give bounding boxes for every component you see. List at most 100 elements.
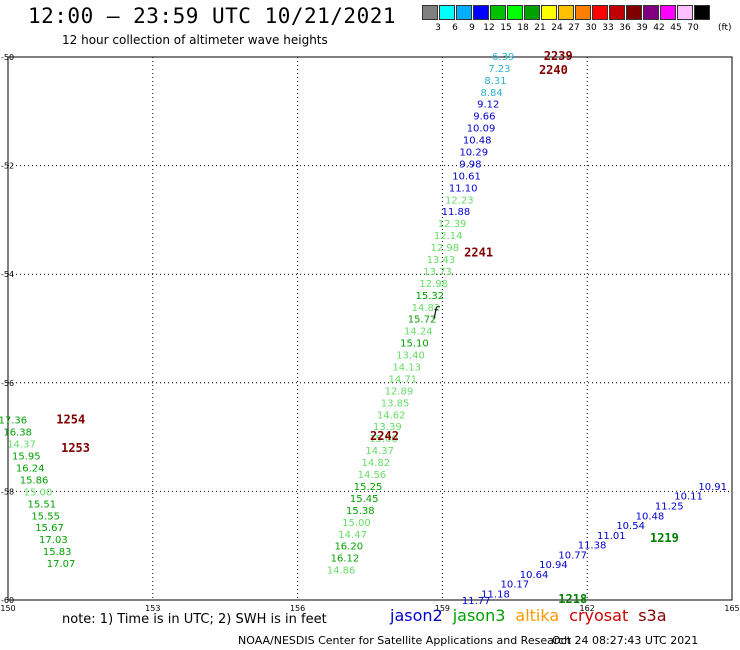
colorbar-swatch xyxy=(694,5,710,20)
swh-value: 10.17 xyxy=(500,580,529,591)
swh-value: 10.77 xyxy=(558,550,587,561)
swh-value: 15.00 xyxy=(369,434,398,445)
swh-value: 10.48 xyxy=(636,511,665,522)
swh-value: 10.29 xyxy=(459,147,488,158)
swh-value: 14.82 xyxy=(412,303,441,314)
swh-value: 13.40 xyxy=(396,351,425,362)
swh-value: 14.24 xyxy=(404,327,433,338)
swh-value: 13.73 xyxy=(423,267,452,278)
swh-value: 15.72 xyxy=(408,315,437,326)
swh-value: 10.94 xyxy=(539,560,568,571)
swh-value: 14.62 xyxy=(377,410,406,421)
swh-value: 12.39 xyxy=(438,219,467,230)
colorbar-label: 6 xyxy=(452,23,458,33)
swh-value: 8.31 xyxy=(484,76,506,87)
swh-value: 16.38 xyxy=(3,428,32,439)
x-tick-label: 156 xyxy=(290,604,305,613)
swh-value: 17.07 xyxy=(47,559,76,570)
pass-time-label: 1218 xyxy=(558,592,587,606)
colorbar-swatch xyxy=(592,5,608,20)
colorbar-swatch xyxy=(507,5,523,20)
swh-value: 7.23 xyxy=(488,64,510,75)
colorbar-swatch xyxy=(524,5,540,20)
x-tick-label: 165 xyxy=(724,604,739,613)
swh-value: 13.43 xyxy=(427,255,456,266)
swh-value: 9.12 xyxy=(477,100,499,111)
swh-value: 15.67 xyxy=(35,523,64,534)
swh-value: 15.45 xyxy=(350,494,379,505)
swh-value: 15.10 xyxy=(400,339,429,350)
swh-value: 10.48 xyxy=(463,136,492,147)
pass-time-label: 2239 xyxy=(544,49,573,63)
colorbar-swatch xyxy=(439,5,455,20)
colorbar-label: 45 xyxy=(670,23,682,33)
colorbar-swatch xyxy=(626,5,642,20)
swh-value: 15.00 xyxy=(342,518,371,529)
swh-value: 15.32 xyxy=(416,291,445,302)
swh-value: 16.12 xyxy=(331,554,360,565)
swh-value: 12.98 xyxy=(430,243,459,254)
swh-value: 16.20 xyxy=(334,542,363,553)
legend-cryosat: cryosat xyxy=(569,606,629,625)
swh-value: 10.61 xyxy=(452,171,481,182)
colorbar-label: 39 xyxy=(636,23,648,33)
colorbar-swatch xyxy=(677,5,693,20)
page-title: 12:00 – 23:59 UTC 10/21/2021 xyxy=(28,4,397,28)
swh-value: 14.82 xyxy=(361,458,390,469)
swh-value: 15.86 xyxy=(20,475,49,486)
pass-time-label: 1219 xyxy=(650,531,679,545)
swh-value: 9.98 xyxy=(459,159,481,170)
swh-value: 12.14 xyxy=(434,231,463,242)
colorbar-label: 15 xyxy=(500,23,512,33)
swh-value: 15.00 xyxy=(24,487,53,498)
credit-line: NOAA/NESDIS Center for Satellite Applica… xyxy=(238,634,572,647)
colorbar-label: 24 xyxy=(551,23,563,33)
grid-lines xyxy=(7,56,733,601)
y-tick-label: -52 xyxy=(1,162,14,171)
generated-timestamp: Oct 24 08:27:43 UTC 2021 xyxy=(552,634,699,647)
swh-value: 15.38 xyxy=(346,506,375,517)
x-tick-label: 150 xyxy=(0,604,15,613)
colorbar-label: 27 xyxy=(568,23,580,33)
colorbar-label: 12 xyxy=(483,23,495,33)
swh-value: 10.11 xyxy=(674,492,703,503)
y-tick-label: -60 xyxy=(1,596,14,605)
colorbar-label: 9 xyxy=(469,23,475,33)
swh-value: 13.39 xyxy=(373,422,402,433)
swh-value: 11.77 xyxy=(462,596,491,607)
legend-jason2: jason2 xyxy=(390,606,443,625)
swh-value: 10.09 xyxy=(467,124,496,135)
colorbar-swatch xyxy=(456,5,472,20)
swh-value: 14.37 xyxy=(365,446,394,457)
swh-value: 14.71 xyxy=(389,374,418,385)
legend-s3a: s3a xyxy=(638,606,667,625)
swh-value: 10.64 xyxy=(520,570,549,581)
swh-value: 14.37 xyxy=(7,440,36,451)
track-points: 6.397.238.318.849.129.6610.0910.4810.299… xyxy=(0,52,727,607)
colorbar-label: 42 xyxy=(653,23,665,33)
x-tick-label: 162 xyxy=(580,604,595,613)
swh-value: 10.91 xyxy=(698,482,727,493)
satellite-legend: jason2 jason3 altika cryosat s3a xyxy=(390,606,677,625)
colorbar-label: 36 xyxy=(619,23,631,33)
colorbar-unit: (ft) xyxy=(718,23,732,33)
swh-value: 16.24 xyxy=(16,464,45,475)
swh-value: 11.18 xyxy=(481,589,510,600)
y-tick-label: -50 xyxy=(1,53,14,62)
pass-time-label: 2240 xyxy=(539,63,568,77)
x-tick-label: 153 xyxy=(145,604,160,613)
legend-altika: altika xyxy=(515,606,560,625)
colorbar-label: 30 xyxy=(585,23,597,33)
swh-value: 12.89 xyxy=(385,386,414,397)
colorbar-swatch xyxy=(490,5,506,20)
legend-jason3: jason3 xyxy=(452,606,506,625)
swh-value: 14.86 xyxy=(327,566,356,577)
swh-value: 12.98 xyxy=(419,279,448,290)
swh-value: 11.10 xyxy=(449,183,478,194)
colorbar-label: 3 xyxy=(435,23,441,33)
swh-value: 15.25 xyxy=(354,482,383,493)
swh-value: 14.13 xyxy=(392,363,421,374)
swh-value: 15.55 xyxy=(31,511,60,522)
colorbar-swatch xyxy=(609,5,625,20)
